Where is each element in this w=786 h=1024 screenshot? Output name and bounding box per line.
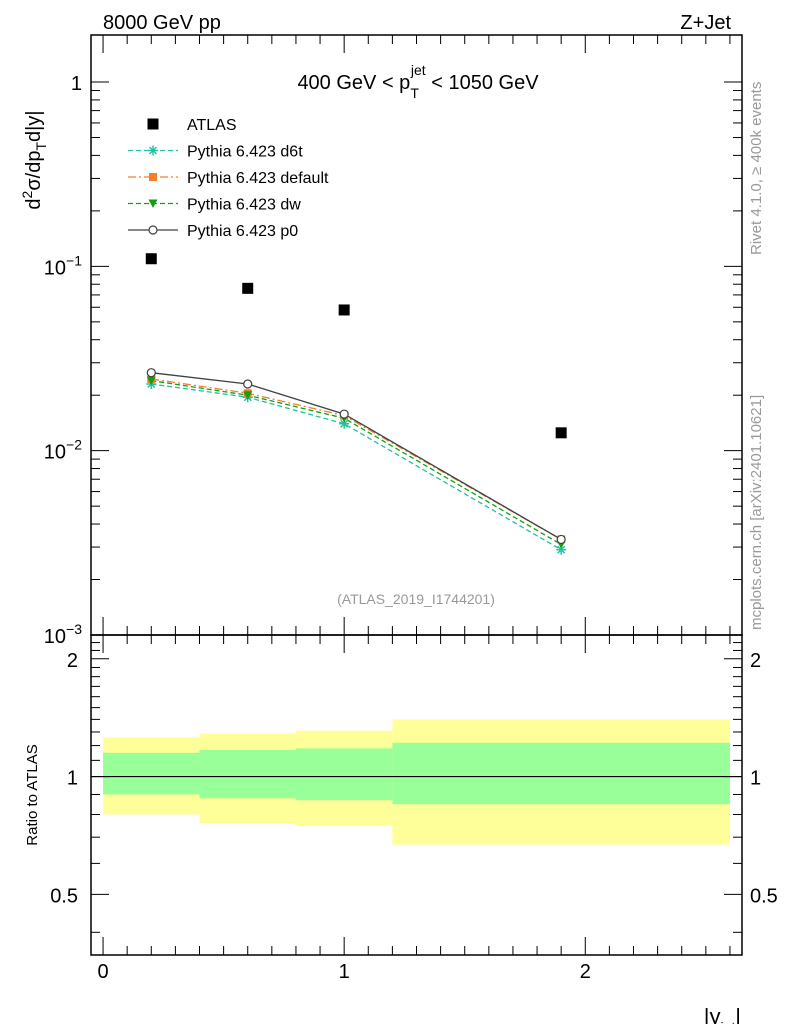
data-point-s4-3 <box>556 534 566 545</box>
legend-marker-4 <box>148 225 158 235</box>
ratio-frame <box>90 634 743 956</box>
legend-label-3: Pythia 6.423 dw <box>187 197 301 214</box>
legend-marker-2 <box>149 173 157 181</box>
data-point-s0-3 <box>555 427 567 439</box>
ratio-y-tick-label-right: 0.5 <box>750 885 778 907</box>
data-point-s0-1 <box>242 282 254 294</box>
analysis-id: (ATLAS_2019_I1744201) <box>337 591 495 607</box>
band-green-1 <box>199 749 296 799</box>
xlabel-close: | <box>735 1004 741 1024</box>
data-point-s4-2 <box>339 409 349 419</box>
title-sup: jet <box>410 62 426 78</box>
band-green-2 <box>295 748 393 801</box>
x-tick-label: 2 <box>580 961 591 983</box>
tick-labels: 110−110−210−32 21 10.5 0.50 1 2 <box>44 73 778 983</box>
ylabel-sigma: σ/dp <box>23 151 45 191</box>
y-tick-label: 10−1 <box>44 252 82 279</box>
series-markers <box>145 253 567 555</box>
data-point-s0-2 <box>338 304 350 316</box>
ratio-y-tick-label-left: 0.5 <box>50 885 78 907</box>
ylabel-sub: T <box>33 142 49 151</box>
y-axis-label: d2σ/dpTd|y| <box>19 110 49 209</box>
ratio-y-tick-label-left: 2 <box>67 650 78 672</box>
mcplots-label: mcplots.cern.ch [arXiv:2401.10621] <box>748 395 765 630</box>
x-axis-label: |yjet| <box>704 1004 741 1024</box>
ratio-y-label: Ratio to ATLAS <box>24 744 41 845</box>
header-right: Z+Jet <box>680 12 731 34</box>
band-green-0 <box>103 752 200 795</box>
ratio-y-tick-label-left: 1 <box>67 768 78 790</box>
star-stroke <box>149 146 157 155</box>
rivet-label: Rivet 4.1.0, ≥ 400k events <box>748 82 765 255</box>
series-lines <box>151 372 562 551</box>
legend: ATLAS Pythia 6.423 d6t Pythia 6.423 defaul… <box>128 117 329 240</box>
chart-title: 400 GeV < pTjet < 1050 GeV <box>297 62 539 101</box>
y-tick-label: 10−2 <box>44 437 82 464</box>
x-tick-label: 0 <box>97 961 108 983</box>
band-green-3 <box>392 742 730 805</box>
legend-marker-0 <box>147 118 159 130</box>
data-point-s3-0 <box>146 376 156 386</box>
legend-label-2: Pythia 6.423 default <box>187 170 329 187</box>
xlabel-sub: jet <box>719 1019 735 1024</box>
series-line-2 <box>151 378 562 540</box>
title-sub: T <box>410 85 419 101</box>
ratio-bands <box>91 719 742 845</box>
ratio-axis-ticks <box>91 635 742 955</box>
xlabel-main: |y <box>704 1004 721 1024</box>
y-tick-label: 1 <box>71 73 82 95</box>
legend-label-4: Pythia 6.423 p0 <box>187 223 298 240</box>
title-suffix: < 1050 GeV <box>426 72 540 94</box>
ratio-y-tick-label-right: 2 <box>750 650 761 672</box>
legend-label-1: Pythia 6.423 d6t <box>187 144 303 161</box>
ylabel-sup: 2 <box>19 190 35 198</box>
data-point-s4-1 <box>243 379 253 389</box>
x-tick-label: 1 <box>339 961 350 983</box>
legend-marker-3 <box>148 199 158 208</box>
series-line-3 <box>151 379 562 545</box>
header-left: 8000 GeV pp <box>103 12 221 34</box>
series-line-1 <box>151 383 562 551</box>
series-line-4 <box>151 372 562 540</box>
star-stroke <box>340 419 349 428</box>
data-point-s4-0 <box>146 368 156 378</box>
ratio-y-tick-label-right: 1 <box>750 768 761 790</box>
data-point-s3-1 <box>243 391 253 400</box>
star-stroke <box>557 545 566 554</box>
title-prefix: 400 GeV < p <box>297 72 410 94</box>
ylabel-rest: d|y| <box>23 110 45 142</box>
legend-marker-1 <box>148 145 158 156</box>
y-tick-label: 10−3 <box>44 621 82 648</box>
data-point-s0-0 <box>145 253 157 265</box>
ylabel-d: d <box>23 198 45 209</box>
legend-label-0: ATLAS <box>187 117 237 134</box>
